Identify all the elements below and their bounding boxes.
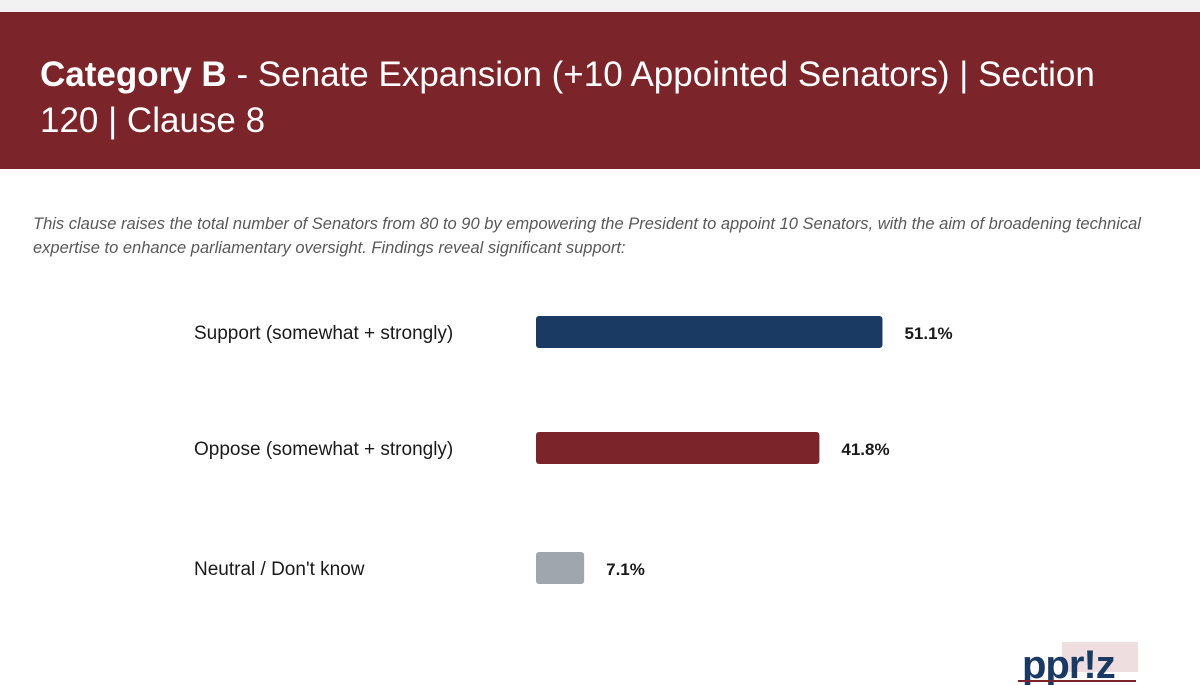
- category-label: Oppose (somewhat + strongly): [194, 439, 453, 460]
- title-text: - Senate Expansion (+10 Appointed Senato…: [40, 55, 1095, 140]
- top-strip: [0, 0, 1200, 12]
- value-label: 51.1%: [904, 324, 952, 343]
- bar: [536, 432, 820, 464]
- title-category: Category B: [40, 55, 227, 94]
- bar: [536, 552, 585, 584]
- logo-text: ppr!z: [1022, 643, 1115, 685]
- pprz-logo: ppr!z: [1018, 642, 1138, 685]
- bar: [536, 316, 883, 348]
- title-banner: [0, 12, 1200, 169]
- category-label: Neutral / Don't know: [194, 559, 365, 580]
- value-label: 7.1%: [606, 560, 645, 579]
- description-text: This clause raises the total number of S…: [33, 215, 1141, 257]
- page-title: Category B - Senate Expansion (+10 Appoi…: [40, 52, 1160, 144]
- value-label: 41.8%: [841, 440, 889, 459]
- category-label: Support (somewhat + strongly): [194, 323, 453, 344]
